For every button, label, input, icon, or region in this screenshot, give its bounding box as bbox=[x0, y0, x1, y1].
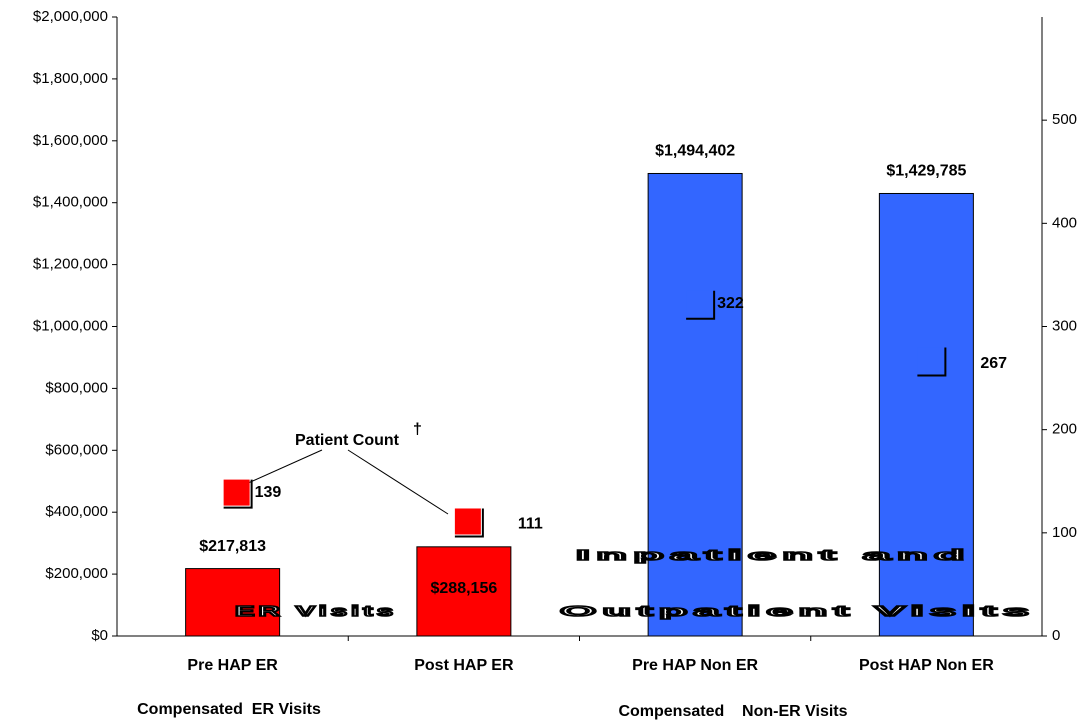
y-tick-label: $800,000 bbox=[45, 379, 108, 396]
y-tick-label: $600,000 bbox=[45, 441, 108, 458]
annotation: Inpatient and bbox=[576, 547, 971, 564]
marker-label: 267 bbox=[980, 355, 1007, 372]
y-tick-label: $0 bbox=[91, 627, 108, 644]
bar bbox=[647, 172, 743, 637]
value-label: $1,494,402 bbox=[655, 143, 735, 160]
value-label: $1,429,785 bbox=[886, 163, 966, 180]
y2-tick-label: 500 bbox=[1052, 111, 1077, 128]
y-tick-label: $1,200,000 bbox=[33, 256, 108, 273]
y-tick-label: $1,400,000 bbox=[33, 194, 108, 211]
marker-label: 111 bbox=[518, 516, 543, 533]
x-tick-label: Post HAP Non ER bbox=[859, 657, 994, 674]
y2-tick-label: 400 bbox=[1052, 214, 1077, 231]
marker bbox=[917, 347, 944, 374]
bar bbox=[416, 546, 512, 637]
y-tick-label: $2,000,000 bbox=[33, 8, 108, 25]
value-label: $217,813 bbox=[199, 538, 266, 555]
marker-shadow bbox=[917, 347, 947, 377]
y-tick-label: $200,000 bbox=[45, 565, 108, 582]
x-tick-label: Post HAP ER bbox=[414, 657, 514, 674]
annotation: Patient Count bbox=[295, 432, 400, 449]
x-tick-label: Pre HAP Non ER bbox=[632, 657, 758, 674]
marker bbox=[454, 508, 481, 535]
y2-tick-label: 200 bbox=[1052, 421, 1077, 438]
marker-shadow bbox=[454, 508, 484, 538]
y-tick-label: $1,800,000 bbox=[33, 70, 108, 87]
group-label: Compensated ER Visits bbox=[137, 701, 321, 718]
leader-line bbox=[347, 449, 449, 515]
marker-label: 139 bbox=[255, 484, 282, 501]
y2-tick-label: 100 bbox=[1052, 524, 1077, 541]
marker-shadow bbox=[686, 290, 716, 320]
y2-tick-label: 300 bbox=[1052, 317, 1077, 334]
marker-label: 322 bbox=[717, 295, 744, 312]
leader-line bbox=[245, 449, 323, 485]
marker bbox=[686, 290, 713, 317]
bar bbox=[185, 568, 281, 637]
x-tick-label: Pre HAP ER bbox=[187, 657, 278, 674]
annotation: ER Visits bbox=[235, 603, 397, 620]
marker-shadow bbox=[223, 479, 253, 509]
annotation: Outpatient Visits bbox=[560, 603, 1035, 620]
bar bbox=[878, 192, 974, 637]
y-tick-label: $1,600,000 bbox=[33, 132, 108, 149]
y-tick-label: $400,000 bbox=[45, 503, 108, 520]
marker bbox=[223, 479, 250, 506]
group-label: Compensated Non-ER Visits bbox=[618, 703, 847, 720]
y-tick-label: $1,000,000 bbox=[33, 317, 108, 334]
value-label: $288,156 bbox=[431, 580, 498, 597]
annotation: † bbox=[413, 421, 422, 438]
y2-tick-label: 0 bbox=[1052, 627, 1060, 644]
